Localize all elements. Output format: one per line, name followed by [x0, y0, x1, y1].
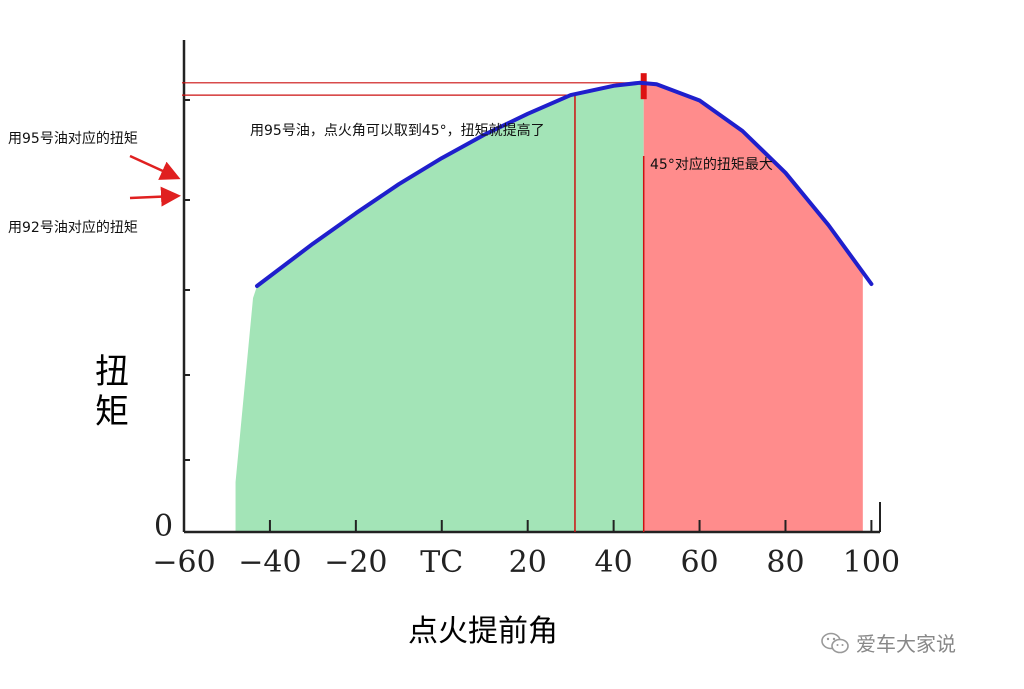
label-92-octane: 用92号油对应的扭矩: [8, 220, 138, 236]
watermark: 爱车大家说: [820, 628, 956, 657]
torque-curve: [255, 80, 874, 288]
x-tick-label-8: 80: [766, 545, 804, 580]
shaded-region-1: [235, 83, 644, 533]
axes: 0: [154, 40, 881, 544]
x-tick-label-6: 40: [595, 545, 633, 580]
arrow-95-octane: [129, 154, 181, 180]
max-torque-annotation: 45°对应的扭矩最大: [650, 157, 773, 173]
reference-lines: [182, 73, 647, 532]
x-tick-label-9: 100: [843, 545, 900, 580]
x-tick-label-1: −60: [152, 545, 215, 580]
x-tick-label-5: 20: [509, 545, 547, 580]
y-tick-label-zero: 0: [154, 509, 173, 544]
shaded-region-2: [643, 83, 863, 532]
shaded-regions: [235, 83, 863, 533]
arrow-92-octane: [129, 186, 181, 207]
wechat-icon: [821, 632, 849, 653]
x-tick-label-4: TC: [420, 545, 463, 580]
top-annotation: 用95号油，点火角可以取到45°，扭矩就提高了: [250, 123, 545, 139]
x-tick-label-2: −40: [238, 545, 301, 580]
x-tick-labels: −60 −40 −20 TC 20 40 60 80 100: [152, 545, 900, 580]
x-tick-label-7: 60: [680, 545, 718, 580]
label-95-octane: 用95号油对应的扭矩: [8, 131, 138, 147]
x-tick-label-3: −20: [324, 545, 387, 580]
torque-curve-layer: [255, 80, 874, 288]
x-axis-label: 点火提前角: [408, 614, 558, 649]
watermark-text: 爱车大家说: [856, 632, 956, 656]
y-axis-label: 扭矩: [95, 352, 129, 432]
annotation-arrows: [129, 154, 181, 207]
max-torque-marker: [640, 73, 647, 100]
